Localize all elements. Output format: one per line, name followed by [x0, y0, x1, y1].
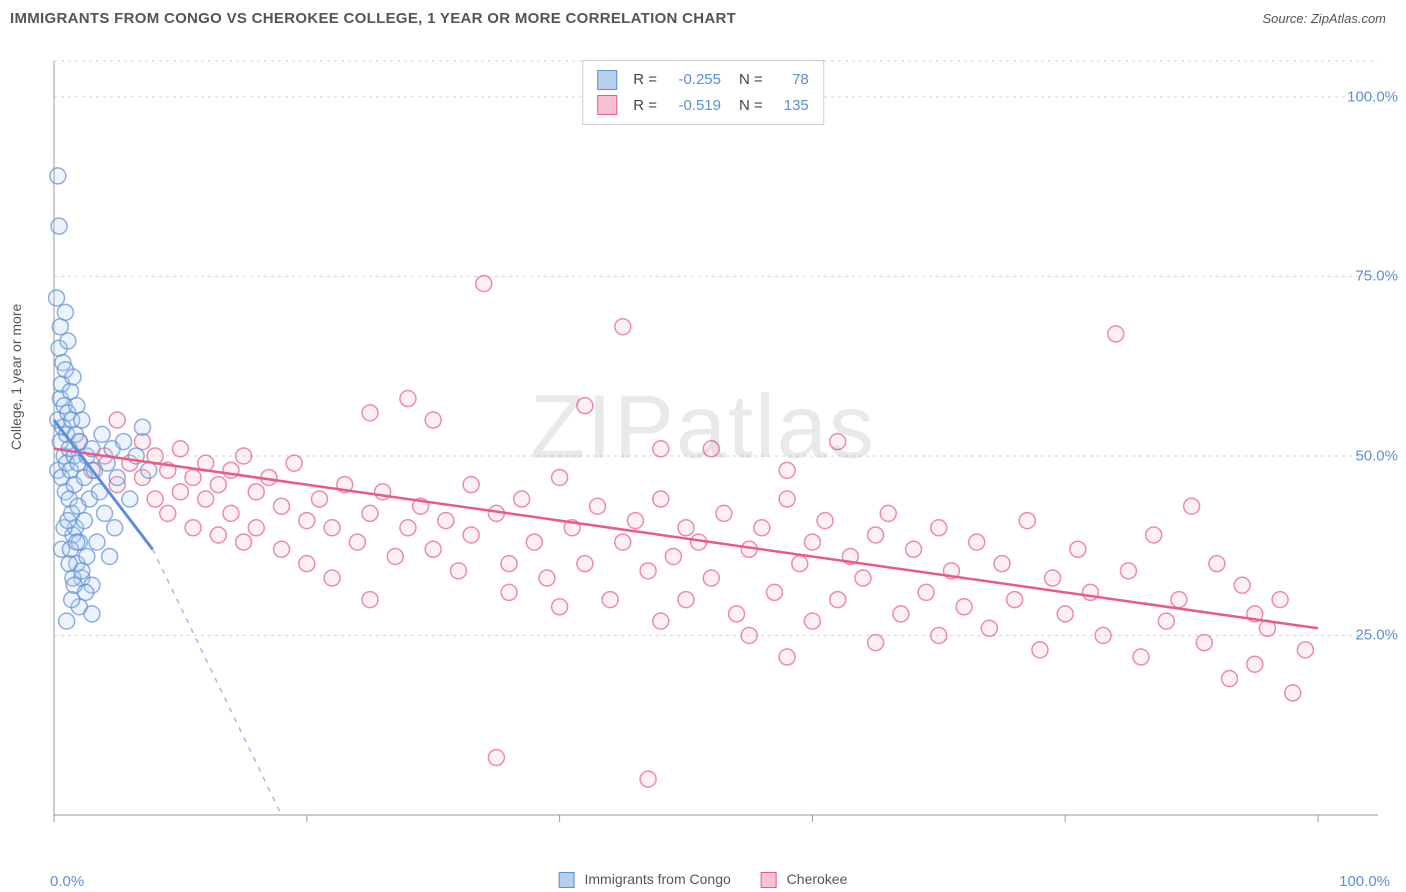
footer-label-cherokee: Cherokee: [787, 871, 848, 887]
footer-legend-item-congo: Immigrants from Congo: [559, 871, 731, 888]
source-label: Source: ZipAtlas.com: [1262, 11, 1386, 26]
y-tick-label: 50.0%: [1355, 447, 1398, 464]
y-tick-label: 100.0%: [1347, 88, 1398, 105]
footer-legend-item-cherokee: Cherokee: [761, 871, 848, 888]
n-label: N =: [739, 67, 763, 93]
legend-swatch-congo: [597, 70, 617, 90]
footer-swatch-cherokee: [761, 872, 777, 888]
y-tick-label: 25.0%: [1355, 627, 1398, 644]
footer-legend: Immigrants from Congo Cherokee: [559, 871, 848, 888]
r-label: R =: [633, 67, 657, 93]
footer-swatch-congo: [559, 872, 575, 888]
n-value-congo: 78: [773, 67, 809, 93]
chart-title: IMMIGRANTS FROM CONGO VS CHEROKEE COLLEG…: [10, 10, 736, 27]
x-tick-left: 0.0%: [50, 873, 84, 890]
chart-plot-area: [48, 55, 1388, 835]
r-value-cherokee: -0.519: [667, 93, 721, 119]
legend-row-cherokee: R = -0.519 N = 135: [597, 93, 809, 119]
r-label: R =: [633, 93, 657, 119]
x-tick-right: 100.0%: [1339, 873, 1390, 890]
n-label: N =: [739, 93, 763, 119]
correlation-legend: R = -0.255 N = 78 R = -0.519 N = 135: [582, 60, 824, 125]
legend-row-congo: R = -0.255 N = 78: [597, 67, 809, 93]
r-value-congo: -0.255: [667, 67, 721, 93]
chart-header: IMMIGRANTS FROM CONGO VS CHEROKEE COLLEG…: [0, 0, 1406, 37]
legend-swatch-cherokee: [597, 95, 617, 115]
y-axis-label: College, 1 year or more: [8, 304, 24, 450]
scatter-chart-svg: [48, 55, 1388, 835]
y-tick-label: 75.0%: [1355, 268, 1398, 285]
footer-label-congo: Immigrants from Congo: [585, 871, 731, 887]
n-value-cherokee: 135: [773, 93, 809, 119]
